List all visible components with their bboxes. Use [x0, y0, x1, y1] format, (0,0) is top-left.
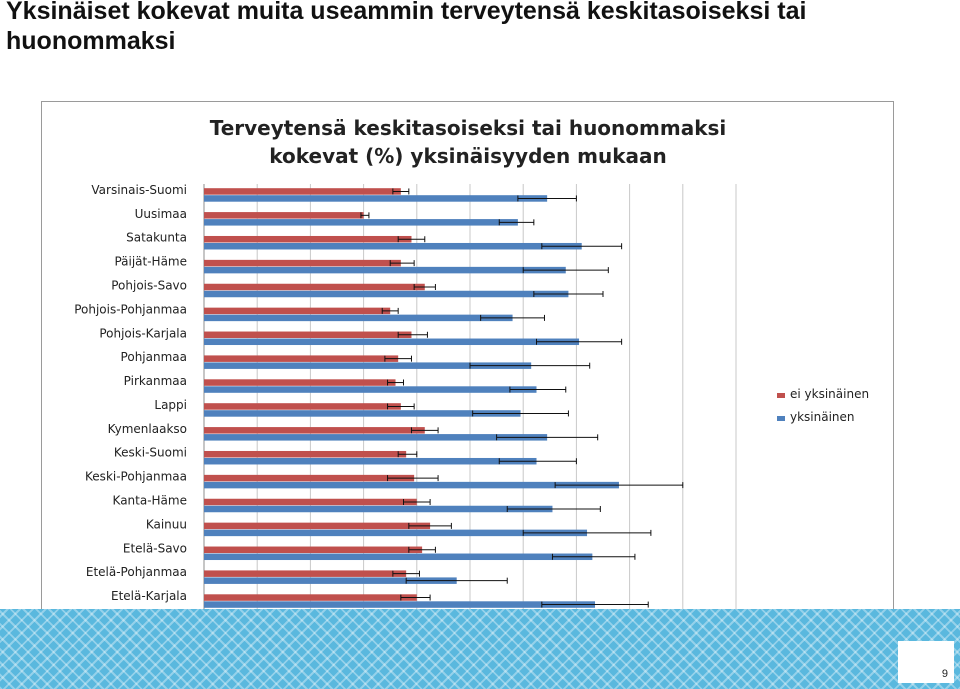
bar — [204, 403, 401, 410]
category-label: Keski-Suomi — [114, 446, 187, 460]
chart-svg: Terveytensä keskitasoiseksi tai huonomma… — [74, 116, 869, 640]
page-number: 9 — [941, 668, 948, 680]
bar — [204, 498, 417, 506]
bar — [204, 290, 569, 298]
category-label: Kainuu — [146, 517, 187, 531]
category-label: Kymenlaakso — [108, 422, 187, 436]
slide-title: Yksinäiset kokevat muita useammin tervey… — [6, 0, 807, 55]
bar — [204, 307, 391, 315]
category-label: Varsinais-Suomi — [91, 183, 187, 197]
bar — [204, 283, 425, 291]
category-label: Lappi — [154, 398, 187, 412]
category-label: Etelä-Pohjanmaa — [86, 565, 187, 579]
bar — [204, 362, 532, 369]
legend-swatch — [777, 393, 785, 398]
bar — [204, 379, 396, 386]
bar — [204, 522, 431, 530]
bar — [204, 195, 548, 202]
page-number-box: 9 — [898, 641, 954, 683]
bar — [204, 450, 407, 458]
legend-label: ei yksinäinen — [790, 387, 869, 401]
bar — [204, 338, 580, 346]
bar — [204, 212, 364, 219]
bar — [204, 505, 553, 513]
bar — [204, 577, 457, 584]
bar — [204, 570, 407, 577]
bar — [204, 553, 593, 561]
bar — [204, 242, 582, 250]
category-label: Etelä-Savo — [123, 541, 187, 555]
category-label: Satakunta — [126, 231, 187, 245]
bar — [204, 259, 401, 267]
category-label: Päijät-Häme — [114, 255, 187, 269]
bar — [204, 331, 412, 339]
bar — [204, 434, 548, 441]
category-label: Kanta-Häme — [113, 494, 187, 508]
bar — [204, 355, 399, 362]
chart-title-line: kokevat (%) yksinäisyyden mukaan — [269, 144, 667, 168]
category-label: Keski-Pohjanmaa — [85, 470, 187, 484]
chart-frame: Terveytensä keskitasoiseksi tai huonomma… — [41, 101, 894, 648]
legend-label: yksinäinen — [790, 410, 855, 424]
bar — [204, 314, 513, 322]
bar — [204, 529, 588, 537]
category-label: Pohjois-Karjala — [99, 326, 187, 340]
bar — [204, 235, 412, 243]
bar — [204, 546, 423, 554]
legend-swatch — [777, 416, 785, 421]
category-label: Pohjanmaa — [121, 350, 187, 364]
footer-pattern-band — [0, 609, 960, 689]
bar — [204, 386, 537, 393]
bar — [204, 427, 425, 434]
bar — [204, 474, 415, 482]
bar — [204, 594, 417, 601]
bar — [204, 457, 537, 465]
bar — [204, 481, 619, 489]
bar — [204, 188, 401, 195]
category-label: Uusimaa — [135, 207, 187, 221]
category-label: Pohjois-Savo — [111, 279, 187, 293]
category-label: Pirkanmaa — [124, 374, 187, 388]
category-label: Etelä-Karjala — [111, 589, 187, 603]
bar — [204, 410, 521, 417]
chart-title-line: Terveytensä keskitasoiseksi tai huonomma… — [210, 116, 727, 140]
category-label: Pohjois-Pohjanmaa — [74, 302, 187, 316]
bar — [204, 219, 518, 226]
bar — [204, 601, 596, 608]
bar — [204, 266, 566, 274]
